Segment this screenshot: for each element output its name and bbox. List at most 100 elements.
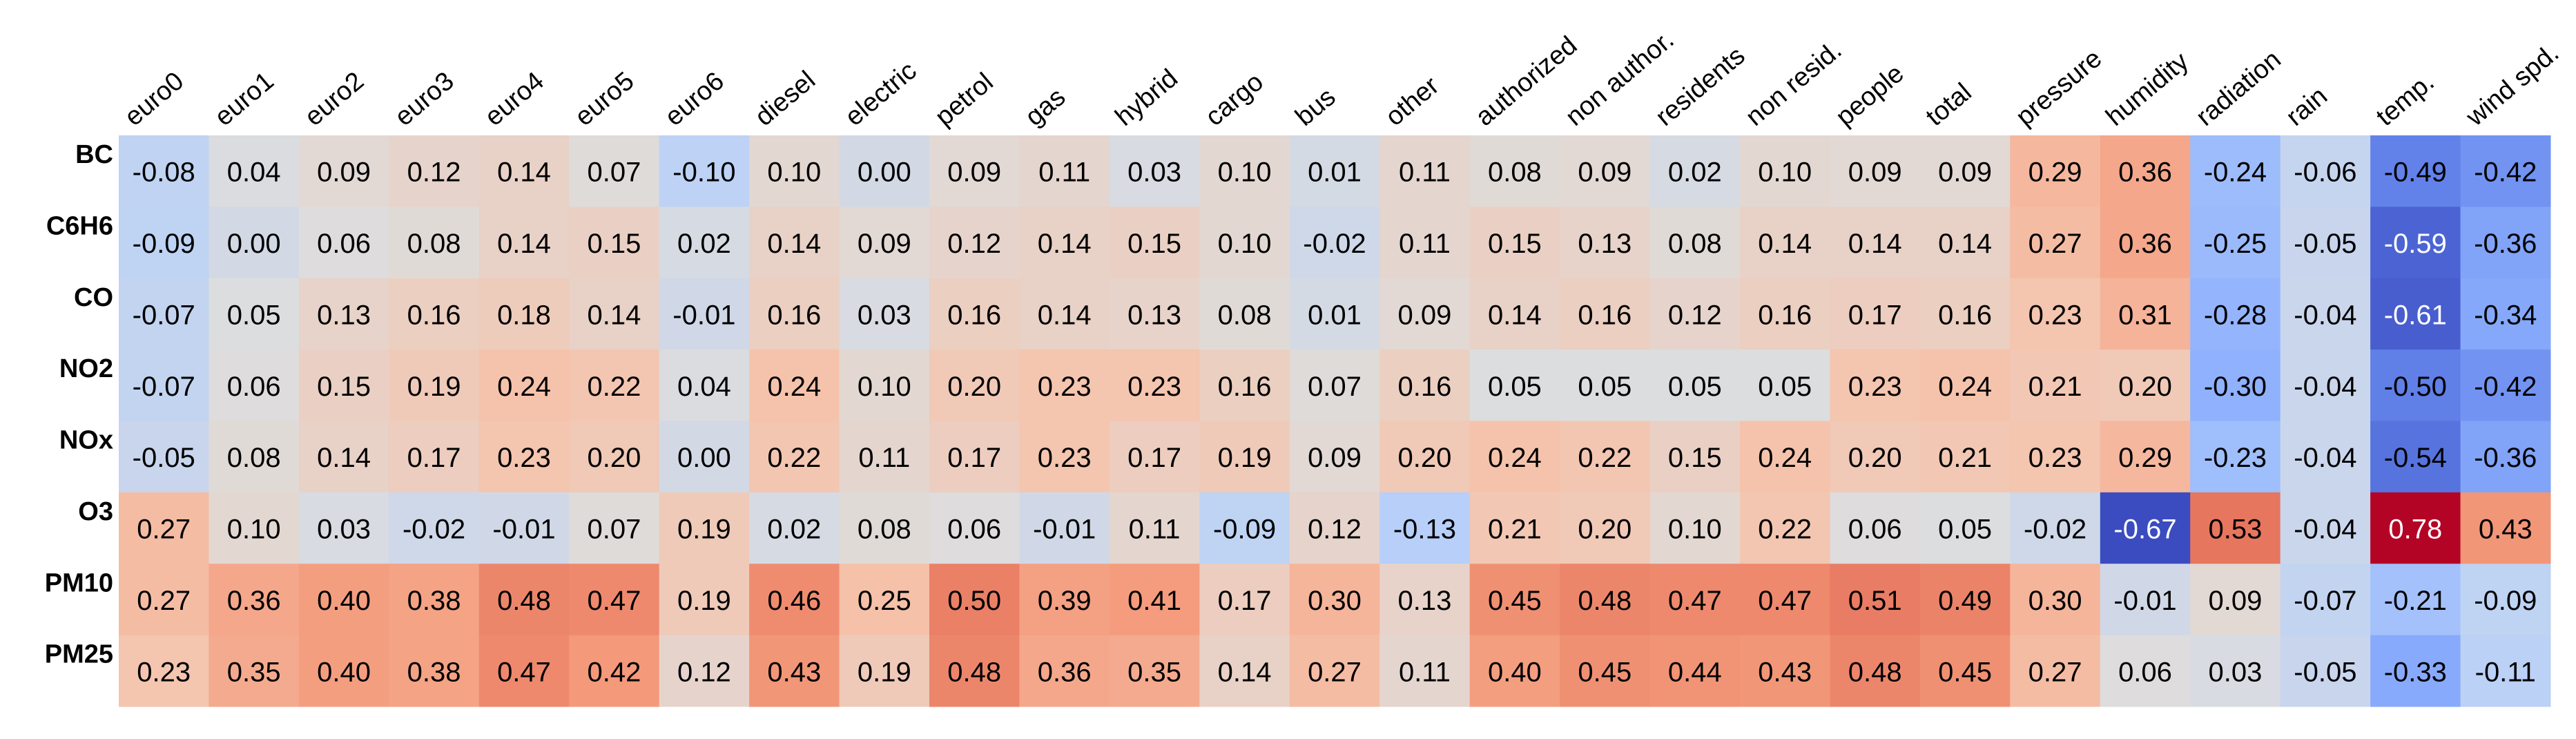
heatmap-cell (2190, 278, 2281, 350)
heatmap-cell (569, 564, 660, 636)
cell-value: 0.11 (1399, 157, 1451, 188)
heatmap-cell (1469, 492, 1560, 564)
cell-value: 0.19 (1218, 443, 1272, 473)
heatmap-cell (298, 135, 389, 207)
cell-value: 0.13 (317, 300, 371, 330)
heatmap-cell (659, 278, 750, 350)
heatmap-cell (2370, 635, 2461, 707)
cell-value: 0.14 (1038, 300, 1092, 330)
cell-value: 0.46 (767, 586, 821, 616)
heatmap-cell (119, 207, 209, 279)
heatmap-cell (1469, 349, 1560, 421)
heatmap-cell (2100, 421, 2191, 493)
cell-value: 0.14 (1938, 229, 1992, 259)
column-label: euro0 (119, 66, 189, 132)
cell-value: -0.25 (2204, 229, 2267, 259)
heatmap-cell (2010, 492, 2101, 564)
heatmap-cell (298, 349, 389, 421)
cell-value: 0.19 (677, 515, 731, 545)
heatmap-cell (209, 492, 300, 564)
heatmap-cell (659, 349, 750, 421)
heatmap-cell (2460, 421, 2551, 493)
heatmap-cell (1109, 278, 1200, 350)
heatmap-cell (1019, 421, 1110, 493)
heatmap-cell (1199, 135, 1290, 207)
heatmap-cell (1830, 421, 1921, 493)
heatmap-cell (749, 492, 840, 564)
cell-value: 0.29 (2118, 443, 2172, 473)
cell-value: -0.01 (492, 515, 555, 545)
heatmap-cell (749, 349, 840, 421)
heatmap-cell (119, 421, 209, 493)
cell-value: 0.31 (2118, 300, 2172, 330)
cell-value: 0.24 (497, 372, 551, 402)
heatmap-cell (1830, 278, 1921, 350)
row-label: PM25 (45, 640, 113, 669)
cell-value: -0.28 (2204, 300, 2267, 330)
cell-value: 0.24 (1938, 372, 1992, 402)
heatmap-cell (1919, 564, 2011, 636)
cell-value: 0.03 (858, 300, 911, 330)
heatmap-cell (929, 135, 1020, 207)
cell-value: 0.03 (317, 515, 371, 545)
heatmap-cell (1019, 492, 1110, 564)
column-label: pressure (2011, 44, 2107, 132)
heatmap-cell (2460, 349, 2551, 421)
cell-value: 0.10 (767, 157, 821, 188)
cell-value: -0.04 (2294, 515, 2356, 545)
heatmap-cell (1560, 635, 1651, 707)
column-label: bus (1290, 82, 1342, 132)
cell-value: 0.40 (1488, 657, 1542, 687)
column-label: cargo (1200, 68, 1269, 132)
cell-value: 0.00 (227, 229, 281, 259)
column-label: humidity (2101, 47, 2194, 132)
heatmap-cell (1469, 207, 1560, 279)
cell-value: 0.07 (1308, 372, 1362, 402)
heatmap-cell (929, 207, 1020, 279)
column-label: electric (840, 56, 922, 132)
heatmap-cell (209, 635, 300, 707)
cell-value: 0.10 (1668, 515, 1722, 545)
heatmap-cell (1919, 492, 2011, 564)
heatmap-cell (1919, 349, 2011, 421)
heatmap-cell (389, 492, 480, 564)
cell-value: 0.15 (1488, 229, 1542, 259)
cell-value: 0.36 (2118, 157, 2172, 188)
cell-value: 0.09 (1398, 300, 1452, 330)
heatmap-cell (1199, 207, 1290, 279)
row-label: O3 (78, 497, 113, 526)
cell-value: -0.07 (2294, 586, 2356, 616)
heatmap-cell (1109, 135, 1200, 207)
heatmap-cell (1919, 421, 2011, 493)
heatmap-cell (1289, 278, 1380, 350)
cell-value: -0.04 (2294, 300, 2356, 330)
heatmap-cell (1109, 349, 1200, 421)
cell-value: 0.10 (1758, 157, 1812, 188)
heatmap-cell (569, 492, 660, 564)
heatmap-cell (2370, 492, 2461, 564)
heatmap-cell (839, 492, 930, 564)
cell-value: 0.16 (947, 300, 1001, 330)
cell-value: 0.38 (407, 586, 461, 616)
heatmap-cell (209, 421, 300, 493)
heatmap-cell (1919, 207, 2011, 279)
heatmap-cell (2280, 492, 2371, 564)
cell-value: 0.45 (1938, 657, 1992, 687)
column-label: rain (2280, 81, 2333, 132)
heatmap-cell (1830, 635, 1921, 707)
cell-value: 0.22 (1578, 443, 1631, 473)
row-label: BC (75, 140, 113, 169)
cell-value: 0.19 (677, 586, 731, 616)
cell-value: 0.50 (947, 586, 1001, 616)
heatmap-cell (1289, 635, 1380, 707)
cell-value: -0.01 (1033, 515, 1096, 545)
heatmap-cell (1109, 421, 1200, 493)
heatmap-cell (389, 278, 480, 350)
heatmap-cell (298, 564, 389, 636)
cell-value: 0.13 (1127, 300, 1181, 330)
cell-value: -0.08 (133, 157, 195, 188)
heatmap-cell (1919, 278, 2011, 350)
cell-value: -0.33 (2384, 657, 2447, 687)
column-label: euro6 (659, 66, 729, 132)
cell-value: -0.04 (2294, 372, 2356, 402)
